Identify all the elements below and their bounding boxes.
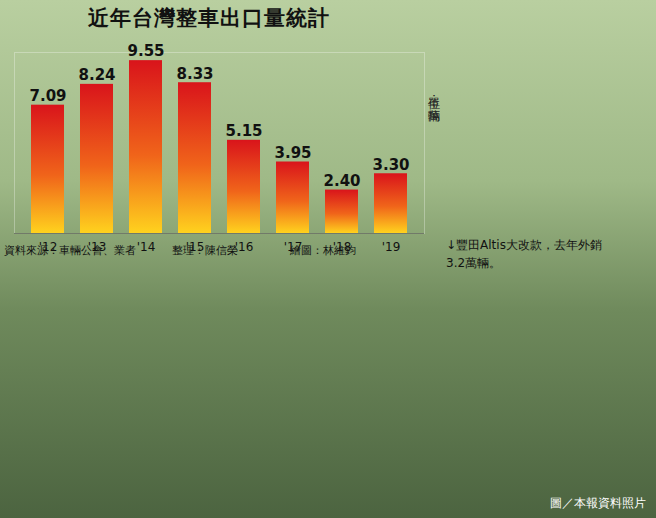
html-text:↓豐田Altis大改款，去年外銷3.2萬輛。: ↓豐田Altis大改款，去年外銷3.2萬輛。 xyxy=(446,238,602,270)
svg-text:2.40: 2.40 xyxy=(323,172,360,190)
html-text:整理：陳信榮: 整理：陳信榮 xyxy=(172,244,238,257)
svg-text:5.15: 5.15 xyxy=(225,122,262,140)
html-text:繪圖：林維鈞: 繪圖：林維鈞 xyxy=(290,244,356,257)
svg-text:8.33: 8.33 xyxy=(176,65,213,83)
html-text:近年台灣整車出口量統計: 近年台灣整車出口量統計 xyxy=(88,6,330,30)
svg-text:'14: '14 xyxy=(137,240,156,254)
html-text:圖／本報資料照片: 圖／本報資料照片 xyxy=(550,496,646,510)
svg-text:9.55: 9.55 xyxy=(127,42,164,60)
svg-text:8.24: 8.24 xyxy=(78,66,115,84)
svg-text:7.09: 7.09 xyxy=(29,87,66,105)
html-text:單位：萬輛: 單位：萬輛 xyxy=(427,88,441,100)
svg-text:'19: '19 xyxy=(382,240,401,254)
html-text:資料來源：車輛公會、業者: 資料來源：車輛公會、業者 xyxy=(4,244,136,257)
svg-text:'16: '16 xyxy=(234,240,254,254)
svg-text:3.30: 3.30 xyxy=(372,156,409,174)
svg-text:3.95: 3.95 xyxy=(274,144,311,162)
